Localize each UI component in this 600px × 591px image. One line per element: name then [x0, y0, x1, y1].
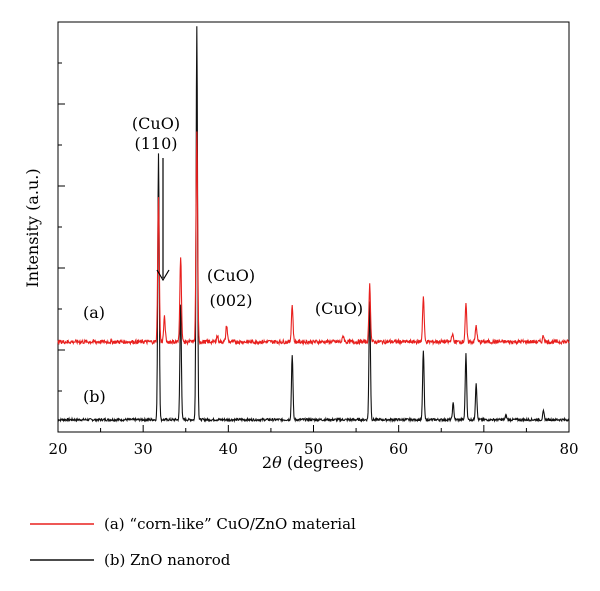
x-tick-label: 40 — [219, 440, 238, 458]
series-line-cuo-zno — [57, 131, 570, 346]
y-axis-label: Intensity (a.u.) — [23, 168, 42, 287]
x-tick-label: 70 — [474, 440, 493, 458]
trace-label-a: (a) — [83, 303, 105, 322]
annotation-cuo-110-line1: (CuO) — [132, 114, 180, 133]
legend-label-b: (b) ZnO nanorod — [104, 551, 231, 569]
x-tick-label: 50 — [304, 440, 323, 458]
x-axis-label: 2θ (degrees) — [262, 453, 364, 472]
x-tick-label: 20 — [48, 440, 67, 458]
series-line-zno-nanorod — [57, 26, 570, 423]
annotation-cuo-third: (CuO) — [315, 299, 363, 318]
x-tick-label: 30 — [134, 440, 153, 458]
annotation-cuo-002-line1: (CuO) — [207, 266, 255, 285]
x-axis-ticks: 20 30 40 50 60 70 80 — [48, 425, 579, 458]
annotation-arrow-head — [156, 269, 170, 282]
legend-label-a: (a) “corn-like” CuO/ZnO material — [104, 515, 356, 533]
x-tick-label: 60 — [389, 440, 408, 458]
y-axis-ticks — [58, 62, 65, 392]
plot-frame — [57, 21, 570, 433]
trace-label-b: (b) — [83, 387, 106, 406]
annotation-cuo-110-line2: (110) — [134, 134, 177, 153]
legend: (a) “corn-like” CuO/ZnO material (b) ZnO… — [30, 515, 356, 569]
annotation-cuo-002-line2: (002) — [209, 291, 252, 310]
x-tick-label: 80 — [559, 440, 578, 458]
